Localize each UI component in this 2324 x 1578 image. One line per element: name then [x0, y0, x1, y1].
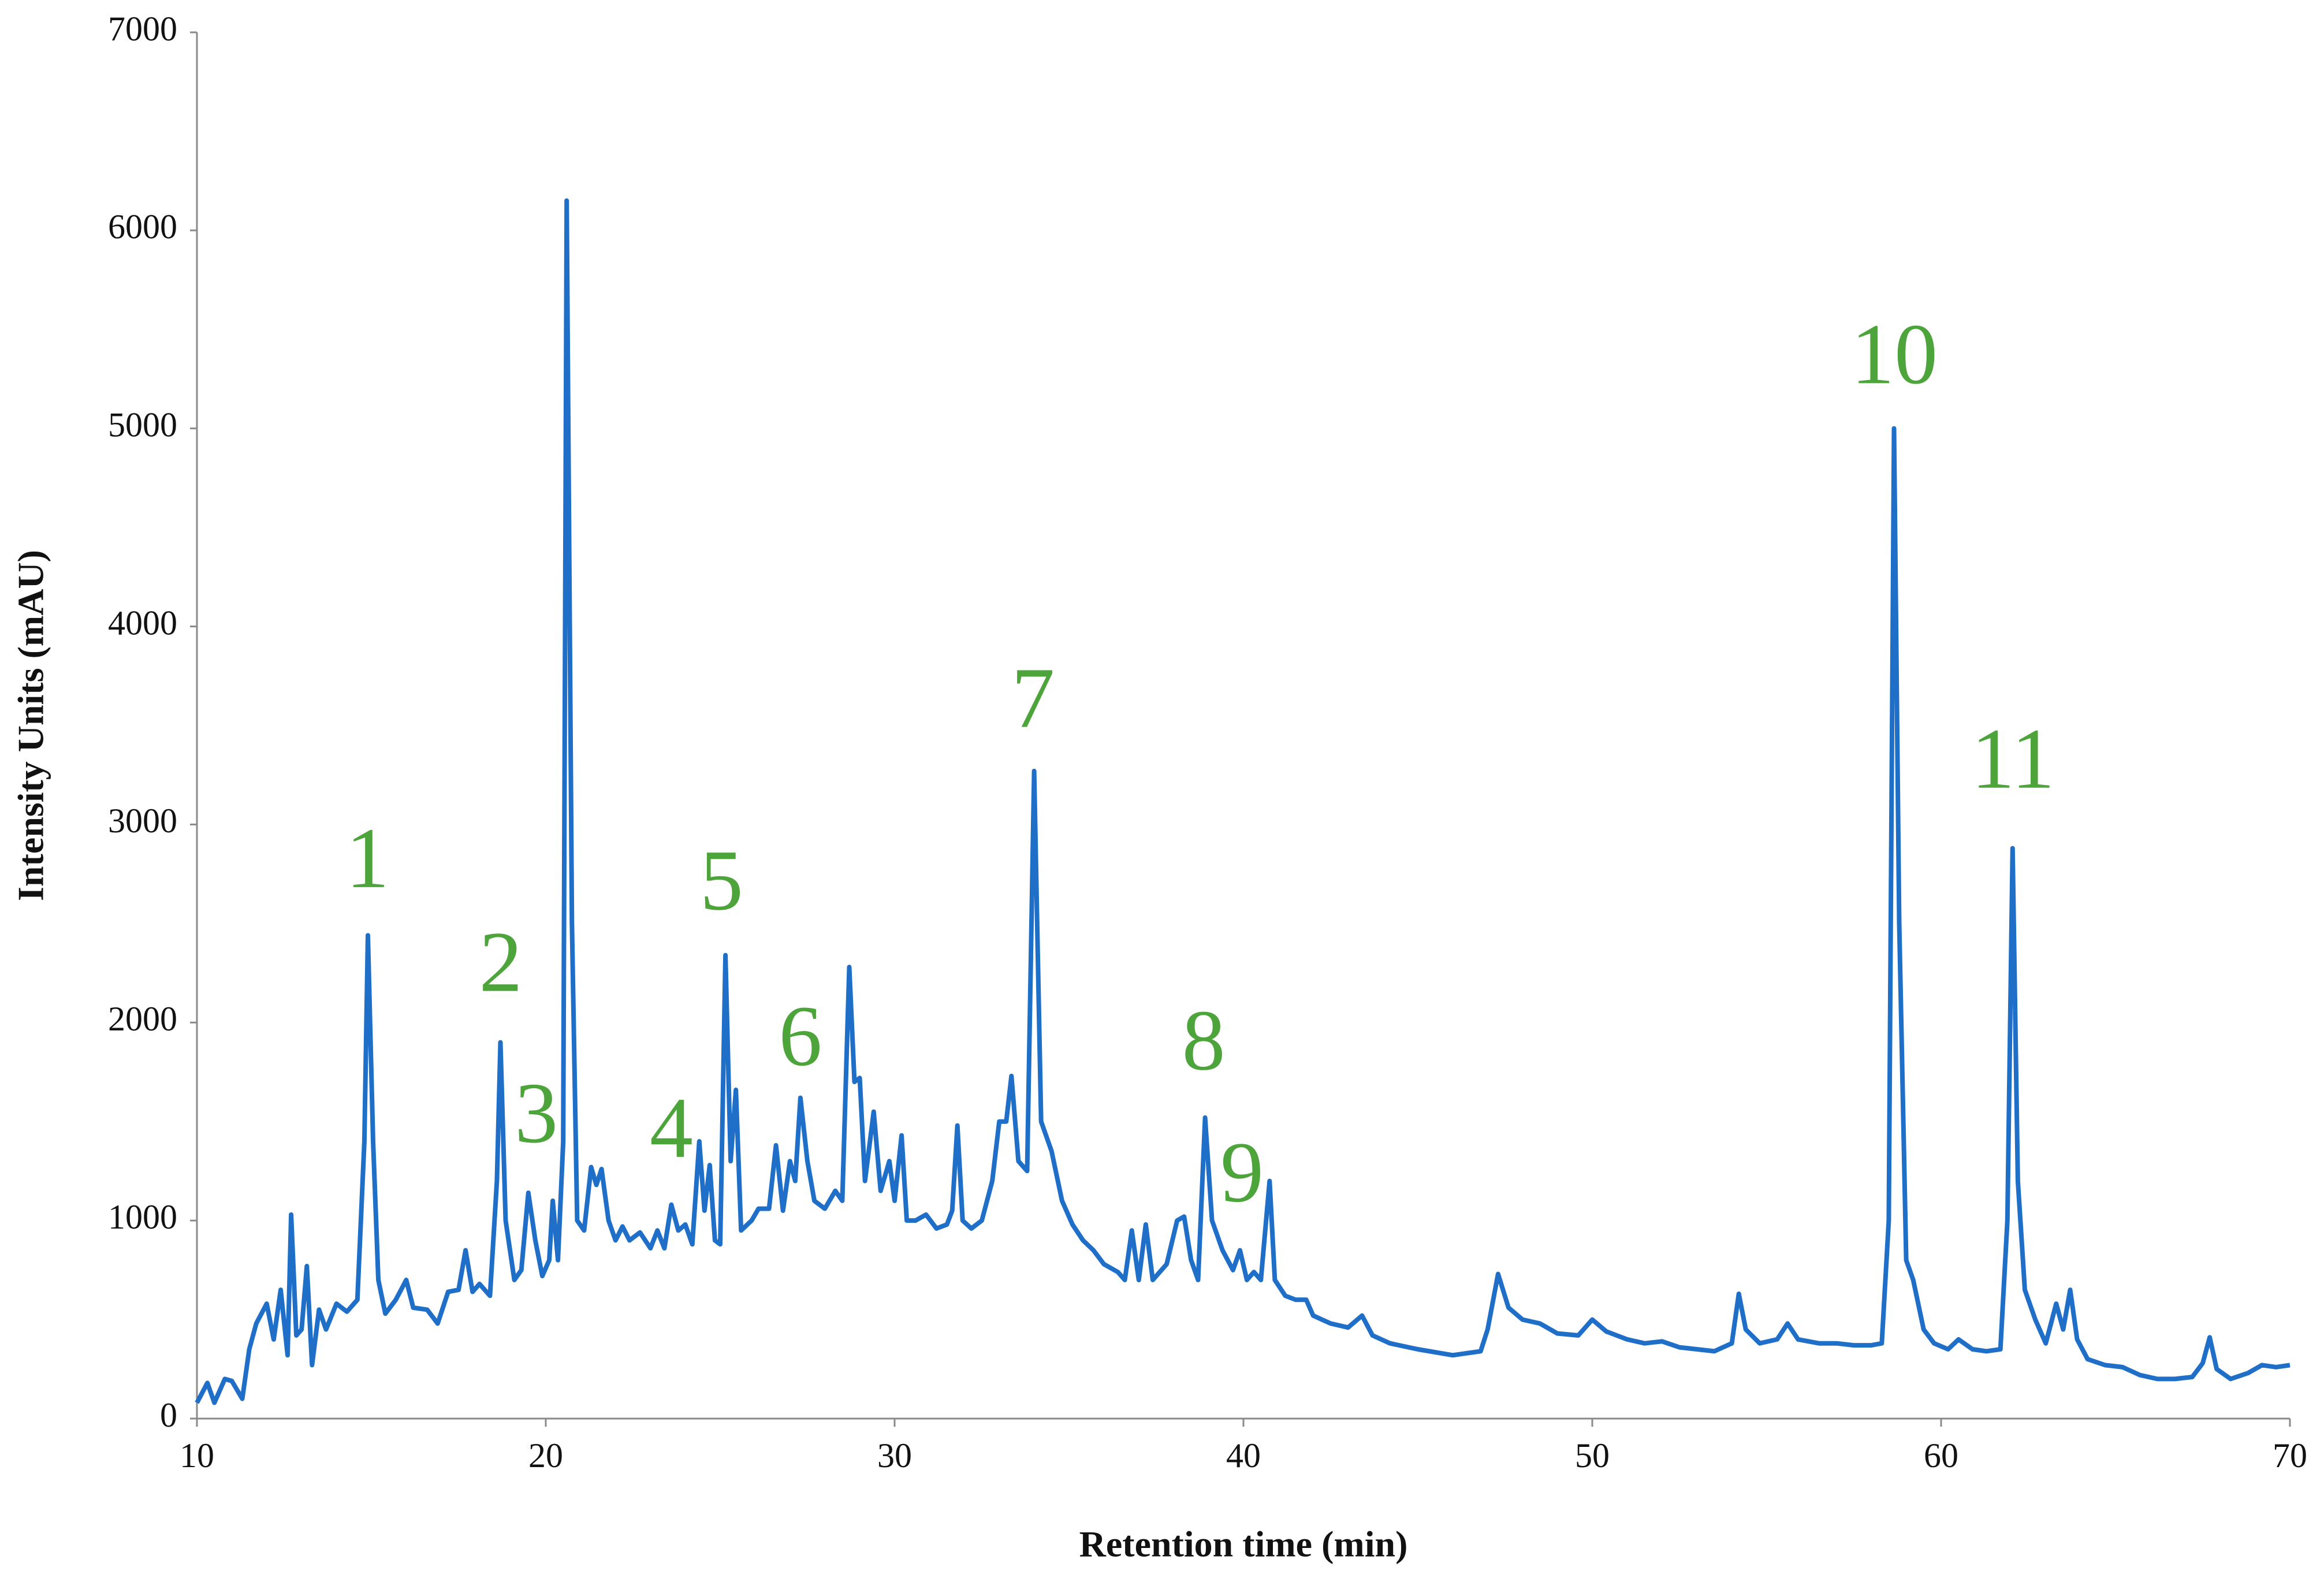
x-tick-label: 20	[528, 1436, 563, 1475]
x-tick-label: 60	[1924, 1436, 1958, 1475]
peak-label: 11	[1971, 711, 2054, 807]
peak-label: 6	[779, 988, 822, 1084]
y-tick-label: 6000	[108, 208, 177, 246]
trace-line	[195, 198, 2291, 1405]
x-tick-label: 30	[877, 1436, 912, 1475]
x-tick-label: 10	[180, 1436, 214, 1475]
peak-label: 7	[1011, 650, 1055, 746]
y-tick-label: 3000	[108, 802, 177, 840]
peak-label: 3	[515, 1065, 558, 1161]
y-tick-label: 2000	[108, 1000, 177, 1038]
x-axis-title: Retention time (min)	[1079, 1524, 1408, 1565]
peak-label: 4	[650, 1080, 693, 1176]
x-tick-label: 70	[2273, 1436, 2307, 1475]
peak-label: 5	[700, 832, 743, 928]
peak-label: 1	[346, 810, 389, 906]
x-tick-label: 50	[1575, 1436, 1610, 1475]
y-tick-label: 7000	[108, 10, 177, 48]
y-tick-label: 0	[160, 1396, 177, 1434]
peak-label: 8	[1182, 992, 1226, 1088]
y-tick-label: 4000	[108, 604, 177, 642]
y-tick-label: 5000	[108, 405, 177, 444]
y-tick-label: 1000	[108, 1198, 177, 1236]
peak-label: 2	[479, 914, 523, 1010]
y-axis-title: Intensity Units (mAU)	[10, 550, 51, 901]
peak-label: 9	[1220, 1125, 1264, 1220]
peak-label: 10	[1851, 306, 1938, 402]
x-tick-label: 40	[1226, 1436, 1261, 1475]
